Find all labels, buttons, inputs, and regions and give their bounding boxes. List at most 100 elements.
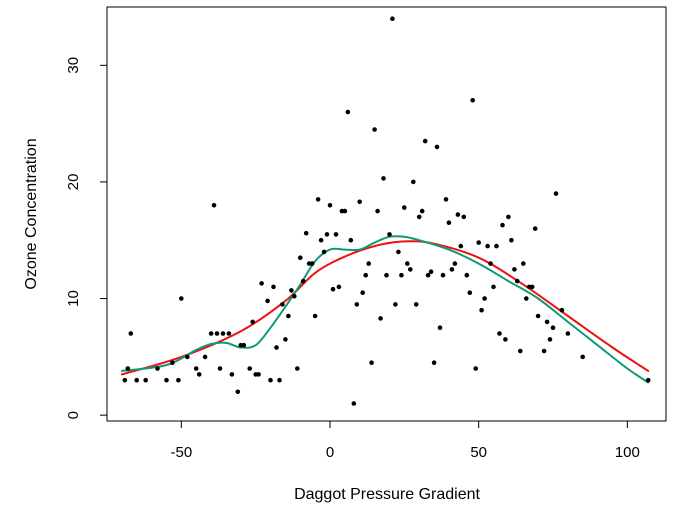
y-tick-label: 0 bbox=[65, 411, 82, 419]
data-point bbox=[470, 98, 476, 103]
data-point bbox=[348, 237, 354, 243]
x-tick-label: 0 bbox=[326, 444, 334, 461]
data-point bbox=[363, 272, 369, 278]
data-point bbox=[488, 261, 493, 266]
data-point bbox=[357, 199, 363, 205]
data-point bbox=[645, 377, 651, 383]
data-point bbox=[473, 366, 479, 371]
data-point bbox=[396, 249, 401, 255]
data-point bbox=[128, 331, 134, 336]
data-point bbox=[315, 197, 321, 202]
data-point bbox=[553, 191, 559, 196]
data-point bbox=[503, 337, 508, 342]
data-point bbox=[580, 354, 585, 360]
data-point bbox=[515, 278, 520, 284]
x-tick-label: 50 bbox=[470, 444, 487, 461]
data-point bbox=[354, 302, 360, 307]
data-point bbox=[535, 313, 541, 319]
fit-line-1 bbox=[120, 240, 650, 376]
data-point bbox=[387, 232, 392, 237]
data-point bbox=[529, 284, 535, 290]
data-point bbox=[300, 278, 306, 284]
data-point bbox=[506, 214, 511, 220]
data-point bbox=[446, 220, 452, 225]
data-point bbox=[170, 360, 175, 366]
data-point bbox=[381, 176, 386, 181]
x-tick-label: 100 bbox=[615, 444, 640, 461]
data-point bbox=[384, 272, 389, 278]
data-point bbox=[485, 243, 490, 249]
data-point bbox=[449, 267, 455, 272]
data-point bbox=[491, 284, 496, 290]
data-point bbox=[544, 319, 550, 325]
data-point bbox=[256, 372, 261, 377]
data-point bbox=[518, 348, 523, 354]
data-point bbox=[247, 366, 252, 371]
y-axis: 0 10 20 30 bbox=[65, 57, 107, 419]
data-point bbox=[324, 232, 330, 237]
data-point bbox=[360, 290, 366, 296]
data-point bbox=[399, 272, 404, 278]
data-point bbox=[402, 205, 407, 210]
y-tick-label: 10 bbox=[65, 290, 82, 307]
data-point bbox=[321, 249, 327, 255]
data-point bbox=[372, 127, 377, 132]
data-point bbox=[327, 203, 333, 208]
data-point bbox=[425, 272, 431, 278]
data-point bbox=[455, 212, 461, 217]
data-point bbox=[298, 255, 303, 260]
data-point bbox=[378, 316, 383, 321]
data-point bbox=[309, 261, 315, 266]
data-point bbox=[440, 272, 446, 278]
data-point bbox=[479, 307, 484, 313]
data-point bbox=[434, 144, 440, 150]
data-point bbox=[431, 360, 437, 366]
data-point bbox=[235, 389, 241, 395]
data-point bbox=[550, 325, 556, 331]
data-point bbox=[497, 331, 502, 336]
data-point bbox=[283, 337, 288, 342]
data-point bbox=[512, 267, 517, 272]
data-point bbox=[461, 214, 467, 220]
data-point bbox=[330, 286, 336, 292]
data-point bbox=[292, 293, 297, 299]
data-point bbox=[390, 16, 395, 22]
data-point bbox=[295, 366, 300, 371]
data-point bbox=[202, 354, 208, 360]
data-point bbox=[229, 372, 235, 377]
data-point bbox=[428, 269, 434, 275]
data-point bbox=[375, 208, 380, 214]
data-point bbox=[437, 325, 443, 331]
data-point bbox=[494, 243, 499, 249]
data-point bbox=[214, 331, 220, 336]
data-point bbox=[196, 372, 202, 377]
fit-lines bbox=[120, 235, 650, 384]
data-point bbox=[134, 377, 139, 383]
y-tick-label: 20 bbox=[65, 174, 82, 191]
data-point bbox=[547, 337, 553, 342]
data-point bbox=[458, 243, 464, 249]
data-point bbox=[464, 272, 470, 278]
data-point bbox=[416, 214, 422, 220]
data-point bbox=[413, 302, 419, 307]
data-point bbox=[521, 261, 526, 266]
data-point bbox=[342, 208, 348, 214]
data-point bbox=[422, 138, 428, 144]
data-point bbox=[419, 208, 425, 214]
data-point bbox=[280, 302, 285, 307]
data-point bbox=[179, 296, 184, 301]
data-point bbox=[259, 281, 264, 286]
data-point bbox=[318, 237, 324, 243]
data-point bbox=[500, 222, 505, 228]
x-axis: -50 0 50 100 bbox=[170, 421, 640, 461]
data-point bbox=[476, 240, 482, 245]
data-point bbox=[452, 261, 458, 266]
data-point bbox=[405, 261, 410, 266]
data-point bbox=[193, 366, 199, 371]
data-point bbox=[271, 284, 276, 290]
x-tick-label: -50 bbox=[170, 444, 192, 461]
fit-line-2 bbox=[120, 235, 650, 384]
data-point bbox=[208, 331, 214, 336]
data-point bbox=[274, 345, 279, 350]
